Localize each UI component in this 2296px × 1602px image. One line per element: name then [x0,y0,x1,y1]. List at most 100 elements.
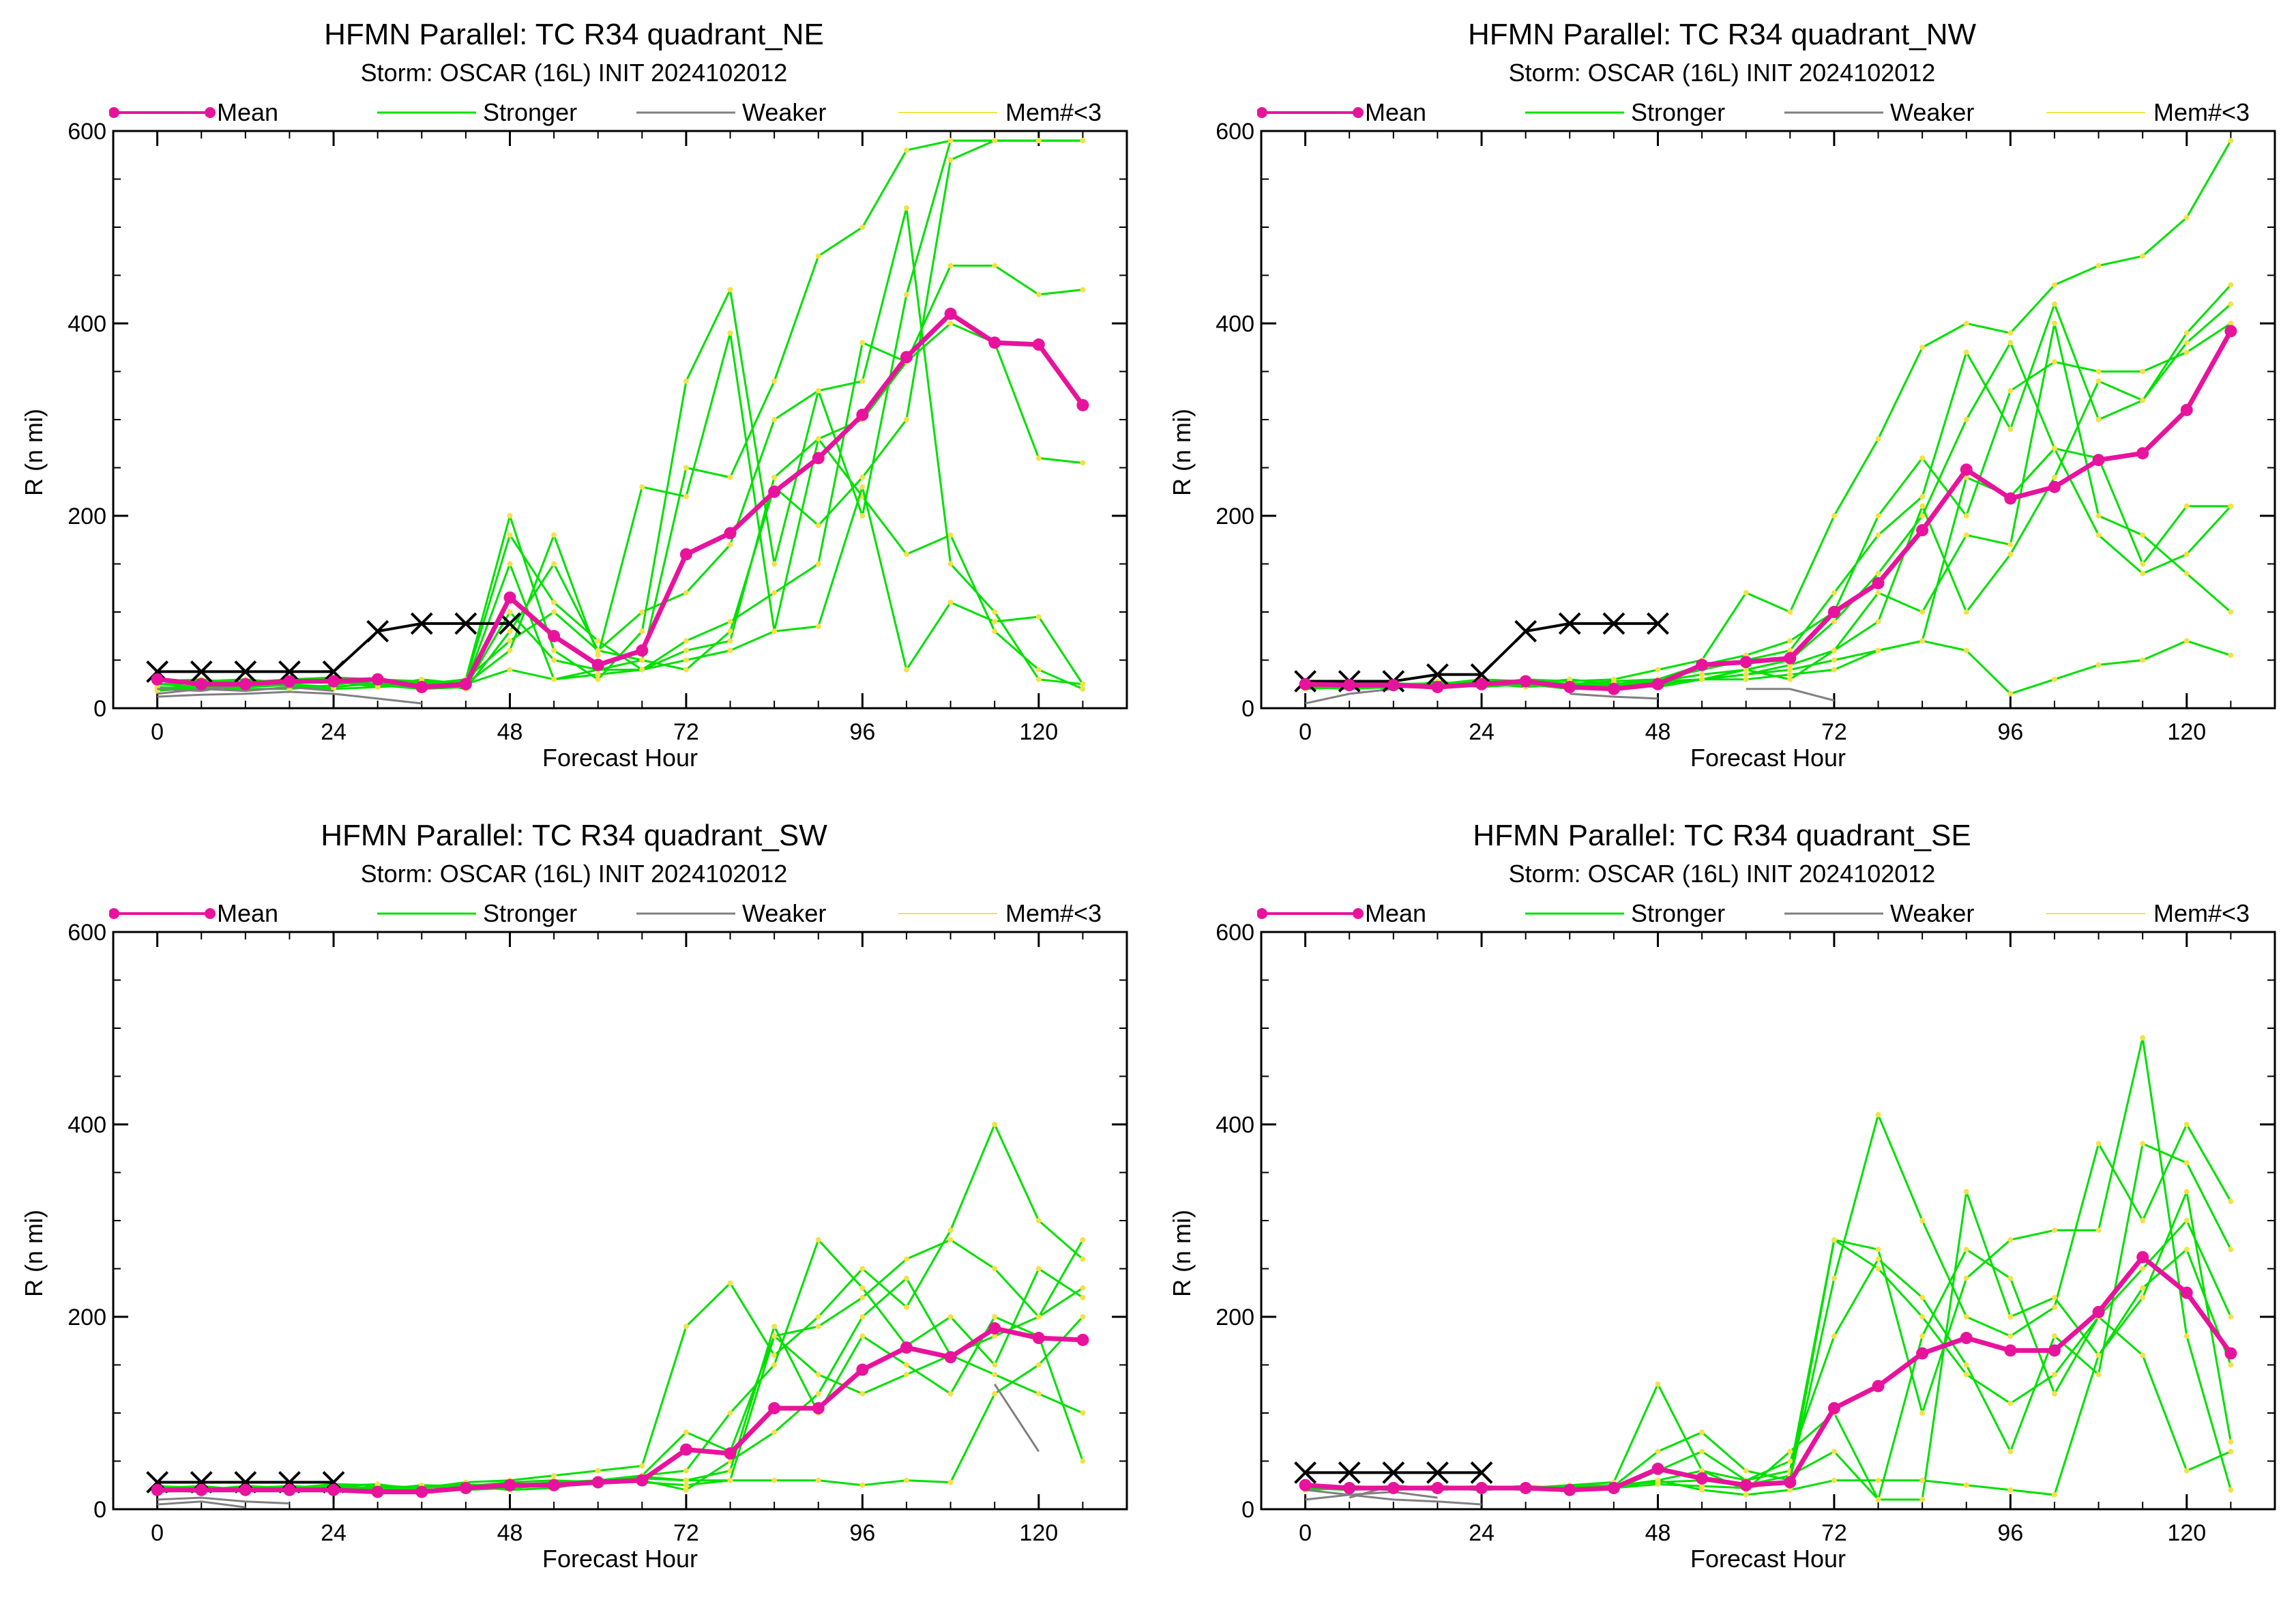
member-point [1875,1247,1881,1253]
mean-point [2092,1305,2105,1318]
y-tick-label: 200 [68,504,106,529]
mean-point [944,307,957,320]
member-point [2183,570,2190,577]
member-point [859,1266,866,1272]
member-point [507,513,513,519]
member-point [727,619,733,625]
axes-frame [112,130,1128,710]
mean-point [900,1341,913,1354]
member-point [1875,570,1881,577]
member-point [1919,493,1926,499]
mean-point [1475,678,1488,690]
member-point [2228,321,2234,326]
member-point [1963,513,1969,519]
member-point [1963,1314,1969,1320]
member-point [1035,1266,1042,1272]
member-point [903,1256,909,1262]
member-point [771,589,778,596]
member-point [1919,638,1926,644]
member-point [2140,1285,2146,1291]
member-point [727,638,733,644]
legend-swatch-weaker [1784,912,1883,915]
member-point [947,321,954,326]
legend-label-mean: Mean [217,98,279,126]
mean-point [1784,1476,1797,1489]
x-tick-label: 0 [1299,719,1312,745]
mean-point [548,1479,561,1491]
member-point [727,647,733,654]
stronger-member-line-4 [1305,1219,2232,1501]
x-tick-label: 48 [1645,1520,1671,1546]
member-point [1035,614,1042,620]
chart-title: HFMN Parallel: TC R34 quadrant_NE [324,18,824,51]
legend-item-stronger: Stronger [374,897,633,931]
member-point [2051,1304,2057,1310]
member-point [1035,676,1042,682]
member-point [2183,1247,2190,1253]
member-point [992,1390,998,1397]
member-point [2140,657,2146,663]
mean-point [2048,480,2061,493]
member-point [2228,1439,2234,1445]
member-point [1919,1294,1926,1300]
member-point [1963,349,1969,355]
member-point [1743,671,1749,678]
member-point [1919,455,1926,461]
member-point [595,647,601,654]
member-point [815,1314,821,1320]
member-point [2007,330,2014,336]
stronger-member-line-7 [1305,322,2232,690]
mean-point [327,675,340,688]
x-tick-label: 48 [1645,719,1671,745]
member-point [2095,417,2102,422]
member-point [2095,1371,2102,1378]
mean-point [1387,679,1400,692]
member-point [1080,1410,1086,1416]
mean-point [1076,1333,1089,1346]
mean-point [1827,606,1840,618]
x-tick-label: 96 [849,1520,875,1546]
member-point [1963,474,1969,480]
mean-point [900,351,913,364]
member-point [1080,138,1086,144]
mean-point [327,1483,340,1496]
mean-point [1519,675,1532,688]
mean-point [1032,338,1045,351]
legend-swatch-few [898,112,997,113]
axes-frame [112,931,1128,1511]
member-point [2183,349,2190,355]
mean-point [1519,1481,1532,1494]
legend-swatch-mean [1257,107,1364,118]
mean-point [724,1447,737,1460]
member-point [859,1390,866,1397]
mean-point [812,452,825,465]
y-tick-label: 0 [1241,1497,1254,1523]
observed-x-marker [1602,612,1625,635]
mean-point [1607,682,1620,695]
member-point [639,657,645,663]
mean-point [503,1479,516,1491]
member-point [683,1468,689,1474]
y-tick-label: 200 [1216,1305,1254,1330]
chart-subtitle: Storm: OSCAR (16L) INIT 2024102012 [360,59,788,87]
member-point [859,224,866,230]
mean-point [548,630,561,643]
member-point [2007,542,2014,548]
member-point [992,1333,998,1339]
member-point [903,417,909,422]
member-point [727,287,733,293]
mean-point [1076,398,1089,411]
observed-x-marker [1514,620,1537,643]
member-point [2228,503,2234,509]
legend-label-weaker: Weaker [742,899,827,927]
weaker-member-line-1 [1305,688,1394,705]
member-point [1875,1111,1881,1118]
mean-point [1784,652,1797,665]
member-point [1080,1237,1086,1243]
member-point [2051,1294,2057,1300]
mean-point [591,1476,604,1489]
mean-point [2092,454,2105,467]
member-point [683,378,689,384]
member-point [1831,589,1837,596]
member-point [1035,455,1042,461]
